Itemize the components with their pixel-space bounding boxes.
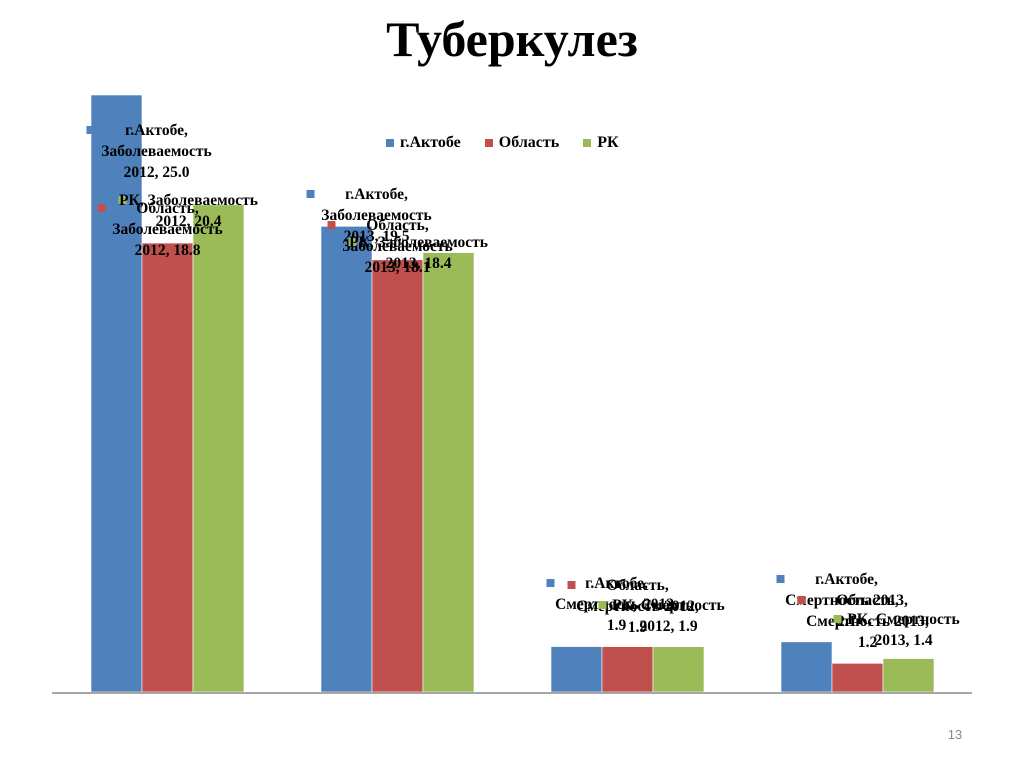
data-label-text-oblast-1: Область, Заболеваемость 2013, 18.1 xyxy=(342,217,452,276)
data-label-swatch-aktobe-1 xyxy=(306,190,315,198)
legend-item-rk: РК xyxy=(583,134,619,152)
data-label-aktobe-1: г.Актобе, Заболеваемость 2013, 19.5 xyxy=(306,186,432,245)
bar-rk-1 xyxy=(422,252,475,693)
data-label-text-aktobe-2: г.Актобе, Смертность 2012, 1.9 xyxy=(555,575,678,634)
data-label-swatch-oblast-1 xyxy=(327,221,336,229)
bar-rk-2 xyxy=(652,646,705,693)
data-label-swatch-rk-1 xyxy=(348,238,357,246)
data-label-text-oblast-3: Область, Смертность 2013, 1.2 xyxy=(806,592,929,651)
bar-rk-0 xyxy=(192,204,245,693)
data-label-swatch-aktobe-0 xyxy=(86,126,95,134)
legend-swatch-aktobe xyxy=(386,139,394,147)
data-label-rk-1: РК, Заболеваемость 2013, 18.4 xyxy=(348,234,488,272)
legend-swatch-rk xyxy=(583,139,592,147)
bar-oblast-3 xyxy=(831,663,884,693)
data-label-aktobe-3: г.Актобе, Смертность 2013, 2.1 xyxy=(776,571,908,630)
data-label-text-oblast-2: Область, Смертность 2012, 1.9 xyxy=(576,577,699,636)
data-label-swatch-aktobe-3 xyxy=(776,575,785,583)
data-label-rk-3: РК, Смертность 2013, 1.4 xyxy=(833,611,960,649)
bars-group xyxy=(90,94,935,693)
legend-item-oblast: Область xyxy=(484,134,560,152)
data-label-text-rk-2: РК, Смертность 2012, 1.9 xyxy=(612,597,725,635)
data-label-text-aktobe-0: г.Актобе, Заболеваемость 2012, 25.0 xyxy=(101,122,211,181)
data-label-aktobe-0: г.Актобе, Заболеваемость 2012, 25.0 xyxy=(86,122,212,181)
legend-label-rk: РК xyxy=(597,134,619,151)
slide-title: Туберкулез xyxy=(386,11,638,67)
data-label-swatch-rk-0 xyxy=(118,196,127,204)
data-label-text-aktobe-3: г.Актобе, Смертность 2013, 2.1 xyxy=(785,571,908,630)
bar-aktobe-1 xyxy=(320,226,373,693)
bar-oblast-0 xyxy=(141,242,194,693)
legend-label-aktobe: г.Актобе xyxy=(400,134,461,151)
chart-legend: г.Актобе Область РК xyxy=(386,134,619,152)
bar-aktobe-2 xyxy=(550,646,603,693)
data-label-aktobe-2: г.Актобе, Смертность 2012, 1.9 xyxy=(546,575,678,634)
data-label-rk-2: РК, Смертность 2012, 1.9 xyxy=(598,597,725,635)
data-label-swatch-rk-3 xyxy=(833,615,842,623)
data-label-text-oblast-0: Область, Заболеваемость 2012, 18.8 xyxy=(112,200,222,259)
data-label-swatch-oblast-0 xyxy=(97,204,106,212)
bar-aktobe-3 xyxy=(780,641,833,693)
data-label-oblast-0: Область, Заболеваемость 2012, 18.8 xyxy=(97,200,223,259)
data-label-oblast-1: Область, Заболеваемость 2013, 18.1 xyxy=(327,217,453,276)
bar-rk-3 xyxy=(882,658,935,693)
bar-aktobe-0 xyxy=(90,94,143,693)
data-label-text-rk-1: РК, Заболеваемость 2013, 18.4 xyxy=(349,234,488,272)
data-label-swatch-rk-2 xyxy=(598,601,607,609)
legend-label-oblast: Область xyxy=(498,134,560,151)
data-label-rk-0: РК, Заболеваемость 2012, 20.4 xyxy=(118,192,258,230)
legend-swatch-oblast xyxy=(484,139,493,147)
data-label-oblast-3: Область, Смертность 2013, 1.2 xyxy=(797,592,929,651)
data-labels-group: г.Актобе, Заболеваемость 2012, 25.0 г.Актоб… xyxy=(86,122,960,651)
data-label-text-rk-0: РК, Заболеваемость 2012, 20.4 xyxy=(119,192,258,230)
data-label-swatch-oblast-3 xyxy=(797,596,806,604)
data-label-text-aktobe-1: г.Актобе, Заболеваемость 2013, 19.5 xyxy=(321,186,431,245)
data-label-swatch-aktobe-2 xyxy=(546,579,555,587)
data-label-swatch-oblast-2 xyxy=(567,581,576,589)
data-label-oblast-2: Область, Смертность 2012, 1.9 xyxy=(567,577,699,636)
bar-oblast-1 xyxy=(371,259,424,693)
bar-oblast-2 xyxy=(601,646,654,693)
page-number: 13 xyxy=(947,727,963,742)
data-label-text-rk-3: РК, Смертность 2013, 1.4 xyxy=(847,611,960,649)
legend-item-aktobe: г.Актобе xyxy=(386,134,461,152)
